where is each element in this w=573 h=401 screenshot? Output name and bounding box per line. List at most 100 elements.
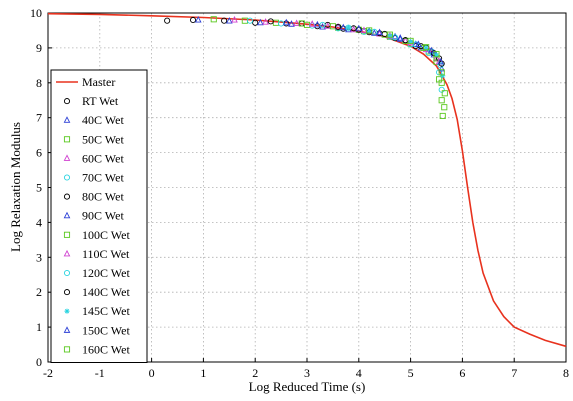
data-point xyxy=(221,17,228,24)
data-point xyxy=(267,18,274,25)
data-point xyxy=(319,22,326,30)
data-point xyxy=(437,57,444,65)
y-tick-label: 5 xyxy=(36,181,42,195)
master-curve-line xyxy=(47,12,567,348)
legend-label: 160C Wet xyxy=(82,342,130,356)
legend-label: 110C Wet xyxy=(82,247,130,261)
data-point xyxy=(339,23,347,31)
master-curve-layer xyxy=(47,12,567,348)
axis-ticks: -2 -1 0 1 2 3 4 5 6 7 8 0 1 2 3 4 5 6 7 8 9 10 xyxy=(30,6,569,380)
data-point xyxy=(433,54,440,61)
legend-marker xyxy=(63,249,71,257)
data-point xyxy=(282,18,290,26)
data-point xyxy=(423,44,430,51)
y-tick-label: 7 xyxy=(36,111,42,125)
legend-marker xyxy=(63,116,71,123)
data-point xyxy=(293,19,300,26)
x-tick-label: 3 xyxy=(304,366,310,380)
legend-label: 150C Wet xyxy=(82,323,130,337)
x-tick-label: -2 xyxy=(43,366,53,380)
y-tick-label: 2 xyxy=(36,285,42,299)
data-point xyxy=(334,22,342,30)
y-tick-label: 0 xyxy=(36,355,42,369)
data-point xyxy=(262,18,269,25)
x-tick-label: 4 xyxy=(356,366,362,380)
data-point xyxy=(335,23,342,31)
legend-label: 120C Wet xyxy=(82,266,130,280)
legend-label: 70C Wet xyxy=(82,171,124,185)
data-point xyxy=(189,16,197,24)
data-point xyxy=(391,32,399,40)
x-tick-label: 6 xyxy=(459,366,465,380)
legend-marker xyxy=(63,211,71,219)
legend-label: 90C Wet xyxy=(82,209,124,223)
legend-label: 50C Wet xyxy=(82,132,124,146)
data-point xyxy=(376,28,383,36)
series-150c-wet xyxy=(355,24,444,65)
series-70c-wet xyxy=(246,17,445,93)
legend-marker xyxy=(63,193,71,200)
data-point xyxy=(433,52,440,58)
data-point xyxy=(387,33,393,39)
x-tick-label: 2 xyxy=(252,366,258,380)
legend-label: RT Wet xyxy=(82,94,119,108)
data-point xyxy=(415,40,422,47)
legend-label: 140C Wet xyxy=(82,285,130,299)
y-tick-label: 8 xyxy=(36,76,42,90)
y-tick-label: 3 xyxy=(36,250,42,264)
data-point xyxy=(407,38,414,46)
legend-marker xyxy=(63,136,71,143)
x-tick-label: 0 xyxy=(149,366,155,380)
legend-label: 80C Wet xyxy=(82,190,124,204)
data-point xyxy=(345,25,352,31)
data-point xyxy=(324,22,332,29)
data-point xyxy=(441,104,448,111)
data-point xyxy=(257,18,264,26)
data-point xyxy=(438,69,445,76)
x-tick-label: 8 xyxy=(563,366,569,380)
series-145c-wet xyxy=(345,25,446,79)
legend-label: 100C Wet xyxy=(82,228,130,242)
data-point xyxy=(386,31,393,38)
legend-marker xyxy=(63,174,71,181)
data-point xyxy=(355,24,363,32)
y-tick-label: 10 xyxy=(30,6,42,20)
data-point xyxy=(441,90,448,97)
y-tick-label: 4 xyxy=(36,215,42,229)
data-point xyxy=(439,112,446,120)
legend-label: 145C Wet xyxy=(82,304,130,318)
data-point xyxy=(438,79,445,86)
data-point xyxy=(427,46,435,54)
data-point xyxy=(319,21,326,28)
data-point xyxy=(438,97,445,104)
data-point xyxy=(408,39,414,45)
data-point xyxy=(360,26,368,33)
x-axis-label: Log Reduced Time (s) xyxy=(249,379,366,394)
series-160c-wet xyxy=(366,27,448,97)
data-point xyxy=(350,25,357,33)
data-point xyxy=(433,51,440,58)
x-tick-label: 7 xyxy=(511,366,517,380)
data-point xyxy=(252,19,259,26)
series-40c-wet xyxy=(194,15,438,58)
data-point xyxy=(298,20,305,27)
y-tick-label: 1 xyxy=(36,320,42,334)
legend-marker xyxy=(63,326,71,333)
data-point xyxy=(246,17,254,24)
data-point xyxy=(278,20,285,27)
legend-label: 60C Wet xyxy=(82,151,124,165)
legend-label: 40C Wet xyxy=(82,113,124,127)
data-point xyxy=(371,29,378,36)
series-110c-wet xyxy=(308,20,443,65)
data-point xyxy=(407,37,414,44)
x-tick-label: -1 xyxy=(95,366,105,380)
legend-marker xyxy=(63,154,71,161)
legend-marker xyxy=(63,269,71,277)
data-point xyxy=(308,20,316,27)
data-point xyxy=(396,34,404,41)
data-point xyxy=(396,35,404,42)
legend: Master RT Wet 40C Wet 50C Wet 60C Wet 70C Wet… xyxy=(50,69,148,363)
legend-label: Master xyxy=(82,75,115,89)
legend-marker xyxy=(63,346,71,353)
